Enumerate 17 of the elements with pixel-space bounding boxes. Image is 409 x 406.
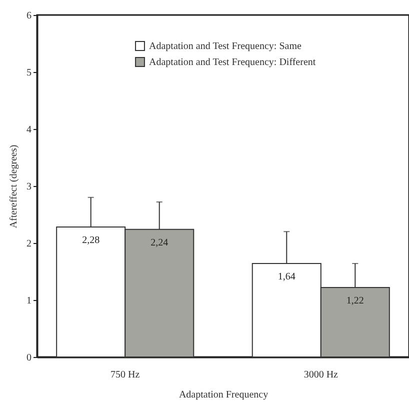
y-tick-label: 3 — [26, 182, 32, 192]
data-label: 2,28 — [82, 235, 100, 246]
y-axis-title: Aftereffect (degrees) — [8, 144, 20, 228]
y-tick-label: 1 — [26, 296, 32, 306]
x-tick-label: 750 Hz — [110, 370, 140, 380]
legend-label: Adaptation and Test Frequency: Different — [149, 57, 316, 68]
data-label: 1,64 — [278, 272, 296, 283]
legend-label: Adaptation and Test Frequency: Same — [149, 41, 302, 52]
x-tick-label: 3000 Hz — [304, 370, 339, 380]
y-tick-label: 0 — [26, 352, 32, 364]
y-tick-label: 5 — [26, 68, 32, 78]
y-tick-label: 6 — [26, 10, 32, 22]
data-label: 2,24 — [150, 237, 168, 248]
data-label: 1,22 — [346, 295, 364, 306]
y-tick-label: 4 — [26, 124, 32, 136]
y-tick-label: 2 — [26, 238, 32, 250]
x-axis-title: Adaptation Frequency — [178, 390, 268, 400]
